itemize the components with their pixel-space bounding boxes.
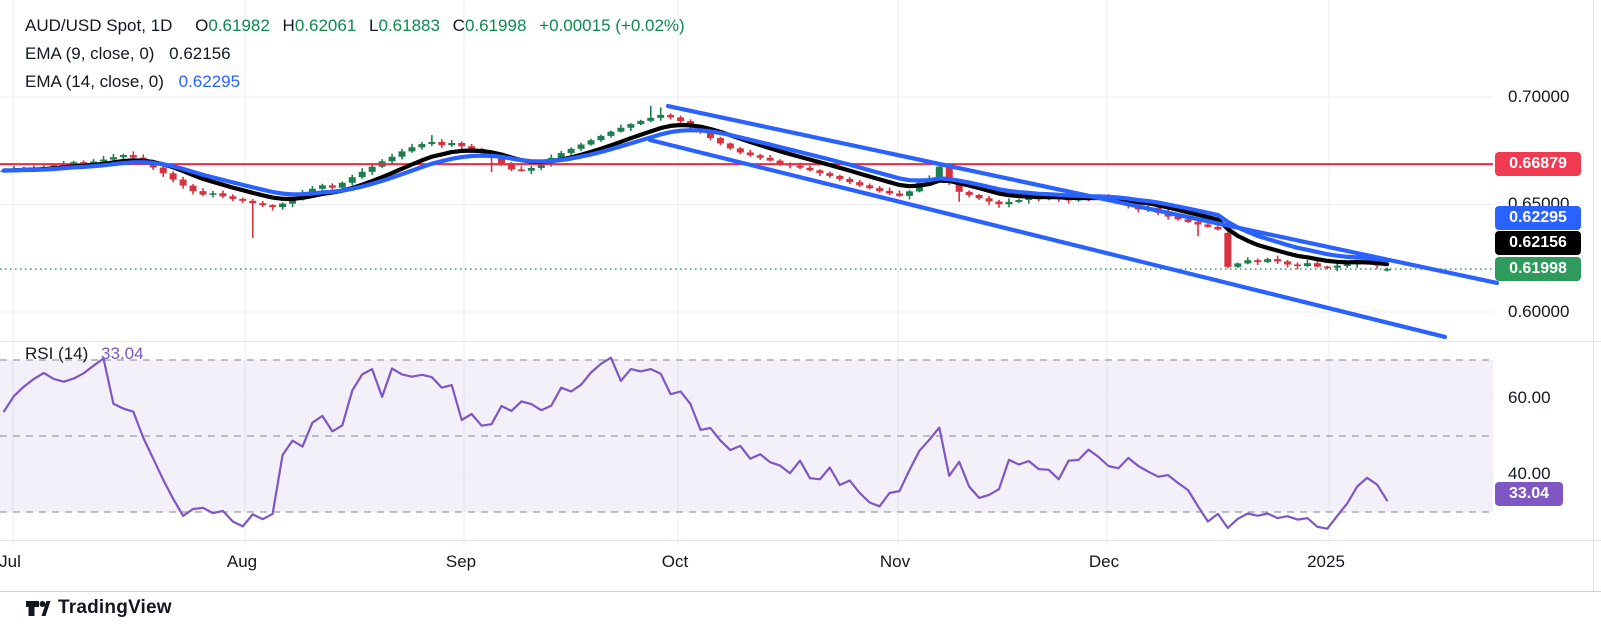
ema9-row: EMA (9, close, 0) 0.62156 [25,40,685,68]
open-key: O [195,16,209,35]
ema9-value: 0.62156 [169,44,231,63]
rsi-label: RSI (14) [25,344,89,363]
symbol-legend: AUD/USD Spot, 1D O0.61982 H0.62061 L0.61… [25,12,685,96]
time-axis-label-2025: 2025 [1307,552,1345,571]
ema14-label: EMA (14, close, 0) [25,72,164,91]
time-axis-label-Dec: Dec [1088,552,1120,571]
time-axis-label-Jul: Jul [0,552,21,571]
time-axis-label-Oct: Oct [661,552,689,571]
rsi-legend: RSI (14) 33.04 [25,344,144,364]
low-key: L [369,16,379,35]
time-axis-label-Aug: Aug [226,552,258,571]
close-value: 0.61998 [464,16,527,35]
tradingview-attribution[interactable]: TradingView [25,596,172,620]
price-axis-label: 0.60000 [1508,302,1570,321]
symbol-title: AUD/USD Spot, 1D [25,16,173,35]
price-axis-label: 40.00 [1508,464,1551,483]
tradingview-logo-text: TradingView [58,597,172,618]
rsi-value: 33.04 [101,344,144,363]
time-axis-label-Nov: Nov [879,552,911,571]
high-value: 0.62061 [294,16,357,35]
change-value: +0.00015 (+0.02%) [539,16,685,35]
close-key: C [452,16,465,35]
tradingview-logo-icon [26,601,51,616]
price-badge-33.04: 33.04 [1495,482,1563,506]
price-axis-label: 60.00 [1508,388,1551,407]
price-axis-label: 0.70000 [1508,87,1570,106]
price-badge-0.62295: 0.62295 [1495,206,1581,230]
open-value: 0.61982 [208,16,270,35]
ohlc-row: AUD/USD Spot, 1D O0.61982 H0.62061 L0.61… [25,12,685,40]
ema9-label: EMA (9, close, 0) [25,44,155,63]
chart-bottom-border [0,591,1601,592]
pane-separator[interactable] [0,341,1601,342]
high-key: H [282,16,295,35]
time-axis-label-Sep: Sep [445,552,477,571]
ema14-row: EMA (14, close, 0) 0.62295 [25,68,685,96]
ema14-value: 0.62295 [178,72,241,91]
price-badge-0.62156: 0.62156 [1495,231,1581,255]
low-value: 0.61883 [378,16,440,35]
price-badge-0.61998: 0.61998 [1495,257,1581,281]
axis-separator [0,540,1601,541]
chart-right-border [1593,0,1594,591]
price-badge-0.66879: 0.66879 [1495,152,1581,176]
